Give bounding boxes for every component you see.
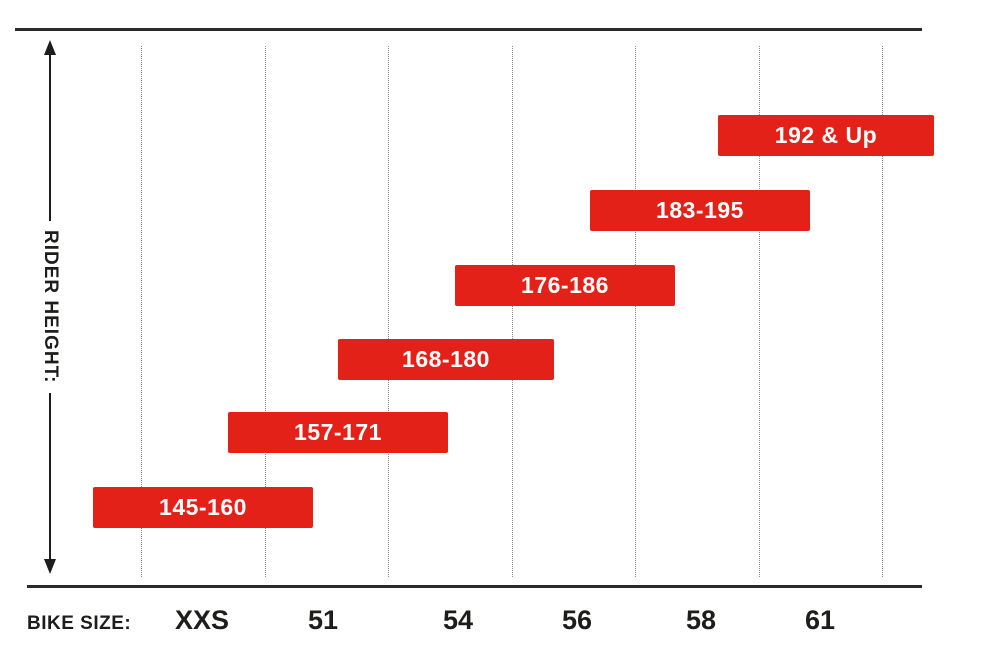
x-tick-58: 58 [685,605,717,635]
gridline [388,46,389,577]
gridline [882,46,883,577]
bar-label: 168-180 [402,346,490,372]
y-axis-line-lower [49,392,51,559]
height-range-bar-56: 176-186 [455,265,675,306]
height-range-bar-54: 168-180 [338,339,554,380]
bar-label: 145-160 [159,494,247,520]
height-range-bar-58: 183-195 [590,190,810,231]
gridline [759,46,760,577]
height-range-bar-51: 157-171 [228,412,448,453]
arrow-up-icon [44,40,56,55]
gridline [635,46,636,577]
height-range-bar-61: 192 & Up [718,115,934,156]
x-tick-xxs: XXS [174,605,230,635]
x-axis-rule [27,585,922,588]
gridline [141,46,142,577]
bar-label: 157-171 [294,419,382,445]
height-range-bar-xxs: 145-160 [93,487,313,528]
x-tick-56: 56 [561,605,593,635]
x-axis-title: BIKE SIZE: [27,613,132,634]
top-border-rule [15,28,922,31]
bar-label: 176-186 [521,272,609,298]
x-tick-61: 61 [804,605,836,635]
y-axis-label: RIDER HEIGHT: [40,230,61,384]
bar-label: 192 & Up [774,122,878,148]
arrow-down-icon [44,559,56,574]
bar-label: 183-195 [656,197,744,223]
gridline [512,46,513,577]
y-axis: RIDER HEIGHT: [37,40,63,574]
x-tick-51: 51 [307,605,339,635]
gridline [265,46,266,577]
x-tick-54: 54 [442,605,474,635]
y-axis-line-upper [49,55,51,222]
